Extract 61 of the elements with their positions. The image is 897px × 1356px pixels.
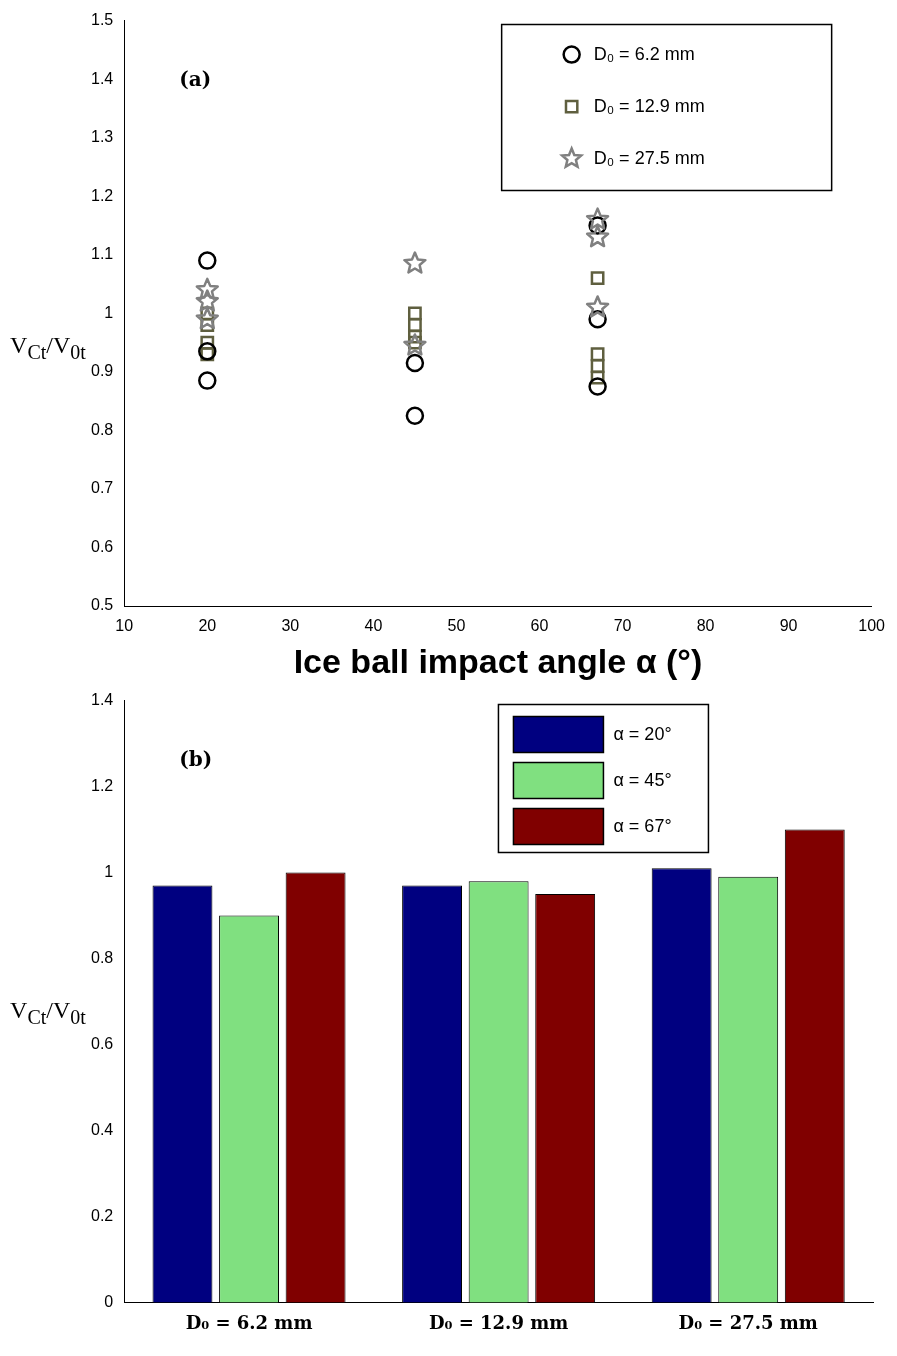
y-tick-label: 0.8 <box>90 948 114 966</box>
x-tick-label: 20 <box>198 617 217 635</box>
point <box>590 271 605 286</box>
annotation: (a) <box>179 66 212 91</box>
y-tick-label: 1 <box>104 862 114 880</box>
y-tick-label: 0.7 <box>90 479 114 497</box>
point <box>585 224 610 248</box>
x-tick-label: D₀ = 12.9 mm <box>428 1311 569 1333</box>
x-tick-label: D₀ = 6.2 mm <box>185 1311 313 1333</box>
point <box>403 333 427 356</box>
y-tick-label: 0.6 <box>90 537 114 555</box>
point <box>403 251 427 274</box>
y-tick-label: 1.1 <box>90 245 114 263</box>
legend-label: α = 20° <box>613 723 672 744</box>
x-tick-label: 60 <box>530 617 549 635</box>
point <box>588 377 607 396</box>
y-tick-label: 1.5 <box>90 11 114 29</box>
x-tick-label: 40 <box>364 617 383 635</box>
point <box>195 289 219 312</box>
y-axis-title: V$_{Ct}$/V$_{0t}$ <box>9 332 87 364</box>
y-tick-label: 1.4 <box>90 69 114 87</box>
y-tick-label: 1 <box>104 303 114 321</box>
point <box>590 347 605 362</box>
point <box>590 359 605 373</box>
point <box>195 306 219 330</box>
y-tick-label: 0.6 <box>90 1034 114 1052</box>
point <box>198 342 217 361</box>
point <box>585 295 610 318</box>
y-tick-label: 0.8 <box>90 420 114 438</box>
annotation: (b) <box>179 746 213 771</box>
x-axis-title: Ice ball impact angle α (°) <box>293 641 703 680</box>
x-tick-label: 50 <box>447 617 466 635</box>
y-tick-label: 1.2 <box>90 776 114 794</box>
y-tick-label: 0.9 <box>90 362 114 380</box>
y-tick-label: 0.2 <box>90 1206 114 1224</box>
point <box>195 277 219 301</box>
x-tick-label: 80 <box>696 617 715 635</box>
point <box>198 371 217 390</box>
x-tick-label: 90 <box>779 617 798 635</box>
y-tick-label: 1.4 <box>90 691 114 709</box>
legend-label: α = 45° <box>613 769 672 790</box>
y-tick-label: 0.4 <box>90 1120 114 1138</box>
legend-label: D₀ = 27.5 mm <box>593 147 705 168</box>
legend-label: α = 67° <box>613 815 672 836</box>
point <box>405 406 425 425</box>
y-tick-label: 1.3 <box>90 128 114 146</box>
y-tick-label: 1.2 <box>90 186 114 204</box>
x-tick-label: 30 <box>281 617 300 635</box>
y-tick-label: 0.5 <box>90 596 114 614</box>
x-tick-label: D₀ = 27.5 mm <box>678 1311 818 1333</box>
x-tick-label: 100 <box>858 617 886 635</box>
legend-label: D₀ = 12.9 mm <box>593 95 705 116</box>
x-tick-label: 70 <box>613 617 632 635</box>
point <box>585 207 610 230</box>
point <box>408 306 422 321</box>
y-axis-title: V$_{Ct}$/V$_{0t}$ <box>9 997 87 1029</box>
point <box>198 251 217 270</box>
y-tick-label: 0 <box>104 1292 114 1310</box>
legend-label: D₀ = 6.2 mm <box>593 43 695 64</box>
point <box>405 353 425 373</box>
x-tick-label: 10 <box>115 617 134 635</box>
